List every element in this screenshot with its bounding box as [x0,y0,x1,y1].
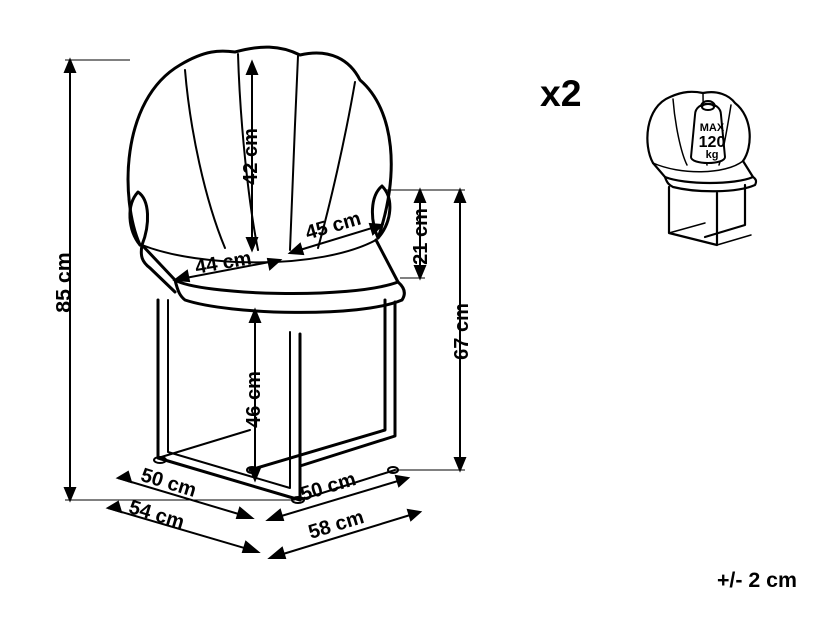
quantity-label: x2 [540,72,582,115]
diagram-canvas: 85 cm 42 cm 45 cm 44 cm 21 cm 67 cm 46 c… [0,0,825,619]
dim-total-height: 85 cm [52,252,77,312]
dim-seat-to-floor: 46 cm [243,371,266,428]
dim-back-height: 42 cm [240,128,263,185]
dim-arm-height: 21 cm [410,208,433,265]
max-weight-label: MAX 120 kg [696,122,728,161]
dim-arm-to-floor: 67 cm [451,303,474,360]
max-weight-top: MAX [696,122,728,134]
tolerance-label: +/- 2 cm [717,568,797,593]
mini-chair-drawing [625,85,795,255]
